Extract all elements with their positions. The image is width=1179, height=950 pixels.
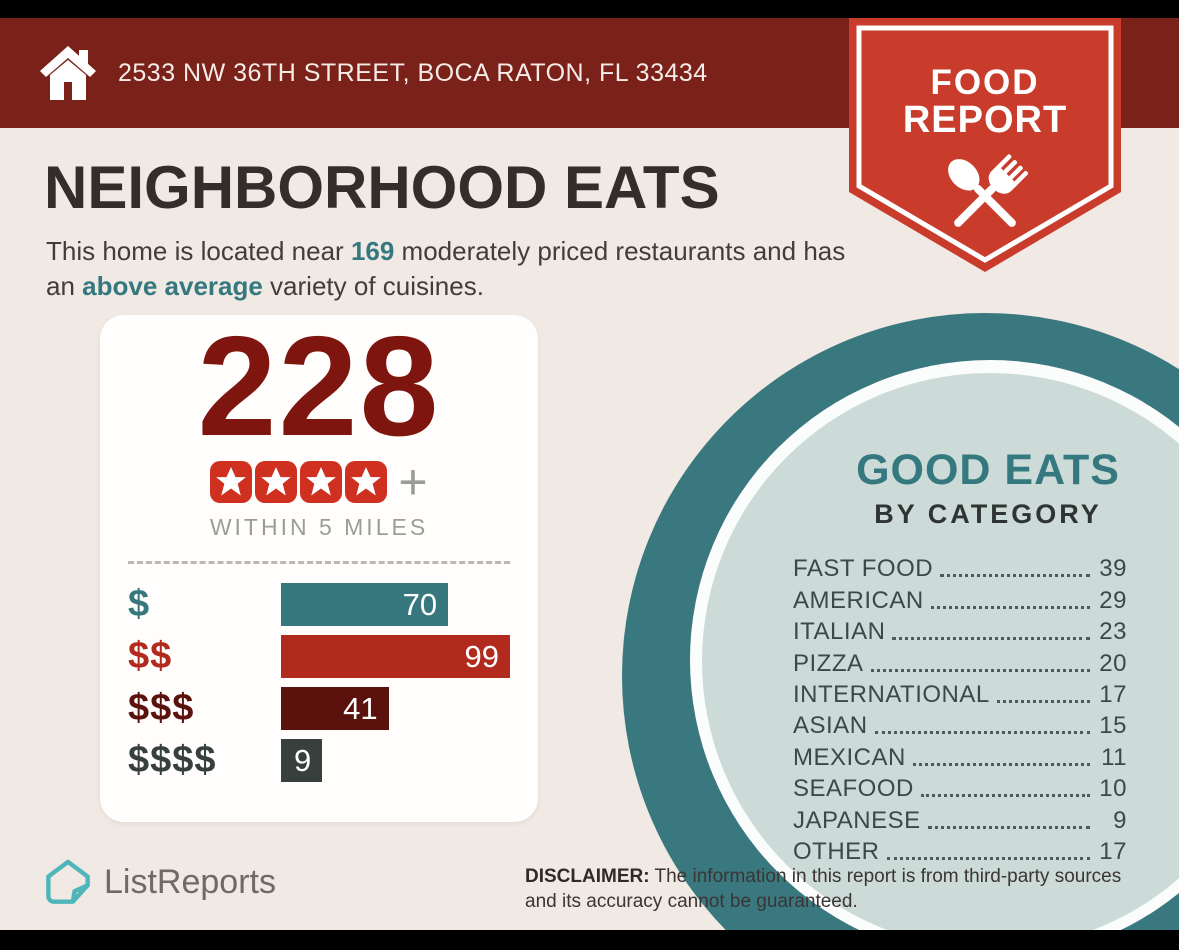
category-label: AMERICAN	[793, 586, 924, 614]
ribbon-line1: FOOD	[930, 63, 1039, 102]
bar-row-price-1: $ 70	[128, 583, 510, 626]
disclaimer-text: The information in this report is from t…	[525, 866, 1122, 912]
dotted-leader	[940, 574, 1090, 578]
category-row: JAPANESE 9	[793, 803, 1127, 834]
bar-row-price-3: $$$ 41	[128, 687, 510, 730]
category-value: 11	[1101, 743, 1127, 771]
dotted-leader	[920, 794, 1090, 798]
subtitle-text: variety of cuisines.	[262, 271, 484, 301]
category-value: 20	[1099, 649, 1127, 677]
category-value: 23	[1099, 618, 1127, 646]
good-eats-subtitle: BY CATEGORY	[874, 499, 1102, 529]
letterbox-bar	[0, 930, 1179, 950]
good-eats-panel: GOOD EATS BY CATEGORY FAST FOOD 39 AMERIC…	[770, 446, 1179, 866]
category-row: ASIAN 15	[793, 709, 1127, 740]
star-icon	[345, 461, 388, 503]
star-icon	[300, 461, 343, 503]
crossed-utensils-icon	[948, 154, 1029, 227]
category-row: INTERNATIONAL 17	[793, 678, 1127, 709]
category-row: OTHER 17	[793, 835, 1127, 866]
bar-track: 70	[281, 583, 510, 626]
category-label: FAST FOOD	[793, 555, 934, 583]
dotted-leader	[874, 731, 1090, 735]
category-row: AMERICAN 29	[793, 583, 1127, 614]
category-row: MEXICAN 11	[793, 740, 1127, 771]
within-miles-label: WITHIN 5 MILES	[209, 514, 429, 540]
restaurant-count: 228	[197, 307, 441, 466]
listreports-logo-icon	[46, 859, 90, 904]
food-report-ribbon: FOOD REPORT	[849, 18, 1121, 272]
listreports-logo: ListReports	[44, 858, 276, 906]
dotted-leader	[870, 668, 1090, 672]
category-row: ITALIAN 23	[793, 615, 1127, 646]
variety-highlight: above average	[82, 271, 263, 301]
bar-track: 41	[281, 687, 510, 730]
bar-track: 9	[281, 739, 510, 782]
category-value: 29	[1099, 586, 1127, 614]
dotted-leader	[930, 605, 1090, 609]
category-label: SEAFOOD	[793, 775, 914, 803]
bar-row-price-2: $$ 99	[128, 635, 510, 678]
plus-icon: +	[398, 454, 428, 510]
ribbon-line2: REPORT	[903, 99, 1067, 141]
category-value: 17	[1099, 680, 1127, 708]
category-row: PIZZA 20	[793, 646, 1127, 677]
good-eats-title: GOOD EATS	[856, 446, 1120, 494]
page-title: NEIGHBORHOOD EATS	[44, 154, 720, 221]
bar-value: 41	[281, 687, 389, 730]
category-label: INTERNATIONAL	[793, 680, 990, 708]
category-value: 10	[1099, 775, 1127, 803]
price-tier-bar-chart: $ 70 $$ 99 $$$ 41	[128, 583, 510, 791]
disclaimer: DISCLAIMER: The information in this repo…	[525, 864, 1143, 914]
restaurant-count-highlight: 169	[350, 236, 395, 266]
category-row: SEAFOOD 10	[793, 772, 1127, 803]
star-icon	[255, 461, 298, 503]
category-value: 15	[1099, 712, 1127, 740]
bar-track: 99	[281, 635, 510, 678]
category-value: 9	[1113, 806, 1127, 834]
report-canvas: 2533 NW 36TH STREET, BOCA RATON, FL 3343…	[0, 18, 1179, 930]
category-label: ASIAN	[793, 712, 868, 740]
subtitle-text: moderately priced restaurants and has an	[46, 236, 846, 301]
restaurant-stats-card: 228 + WITHIN 5 MILES $ 70 $$	[100, 315, 538, 822]
dotted-leader	[927, 825, 1090, 829]
good-eats-circle-inner	[702, 373, 1179, 930]
category-label: ITALIAN	[793, 618, 886, 646]
category-label: MEXICAN	[793, 743, 906, 771]
page-subtitle: This home is located near 169 moderately…	[46, 234, 846, 304]
category-label: PIZZA	[793, 649, 864, 677]
dotted-leader	[886, 856, 1090, 860]
dotted-leader	[996, 699, 1090, 703]
category-list: FAST FOOD 39 AMERICAN 29 ITALIAN 23 PIZZA 20…	[793, 552, 1127, 866]
category-value: 39	[1099, 555, 1127, 583]
category-value: 17	[1099, 837, 1127, 865]
price-tier-label: $$$$	[128, 739, 217, 781]
price-tier-label: $	[128, 583, 151, 625]
property-address: 2533 NW 36TH STREET, BOCA RATON, FL 3343…	[118, 59, 708, 87]
bar-value: 9	[281, 739, 323, 782]
star-icon	[210, 461, 253, 503]
price-tier-label: $$$	[128, 687, 195, 729]
category-row: FAST FOOD 39	[793, 552, 1127, 583]
bar-row-price-4: $$$$ 9	[128, 739, 510, 782]
star-rating: +	[100, 454, 538, 510]
category-label: JAPANESE	[793, 806, 921, 834]
listreports-logo-text: ListReports	[104, 862, 276, 901]
category-label: OTHER	[793, 837, 880, 865]
disclaimer-label: DISCLAIMER:	[525, 866, 650, 887]
dotted-leader	[892, 637, 1090, 641]
subtitle-text: This home is located near	[46, 236, 351, 266]
bar-value: 99	[281, 635, 510, 678]
dashed-divider	[128, 561, 510, 564]
home-icon	[40, 46, 96, 100]
dotted-leader	[912, 762, 1090, 766]
price-tier-label: $$	[128, 635, 173, 677]
bar-value: 70	[281, 583, 449, 626]
